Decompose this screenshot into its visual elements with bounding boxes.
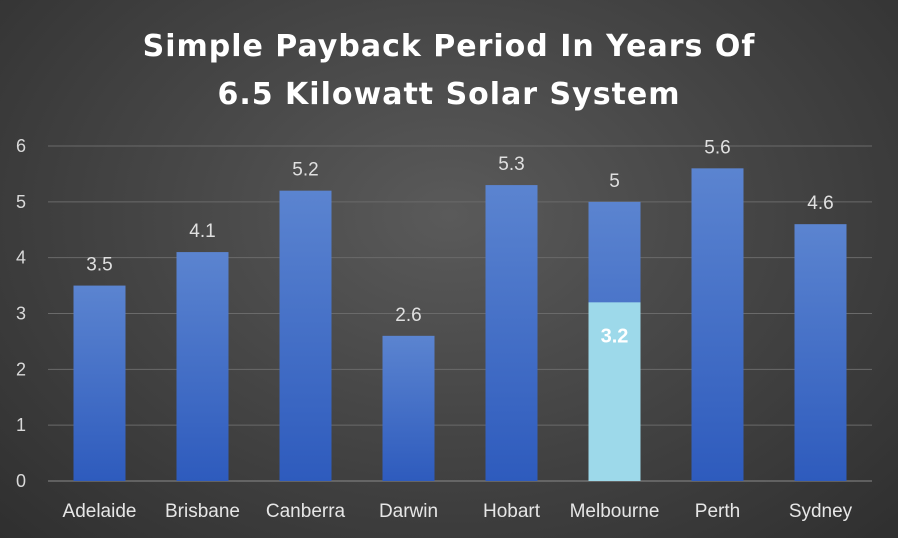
category-label-darwin: Darwin bbox=[379, 501, 438, 522]
y-axis-ticks: 0 1 2 3 4 5 6 bbox=[16, 136, 26, 491]
bars bbox=[73, 168, 847, 482]
highlight-value-label: 3.2 bbox=[601, 325, 629, 347]
category-label-brisbane: Brisbane bbox=[165, 501, 240, 522]
category-label-perth: Perth bbox=[695, 501, 740, 522]
bar-canberra bbox=[279, 190, 332, 481]
y-tick-label: 6 bbox=[16, 136, 26, 156]
category-label-canberra: Canberra bbox=[266, 501, 346, 522]
chart-title-line-2: 6.5 Kilowatt Solar System bbox=[217, 77, 680, 112]
gridlines bbox=[48, 145, 872, 482]
data-label-darwin: 2.6 bbox=[395, 305, 421, 326]
bar-adelaide bbox=[73, 285, 126, 481]
bar-perth bbox=[691, 168, 744, 482]
bar-sydney bbox=[794, 224, 847, 481]
y-tick-label: 4 bbox=[16, 248, 26, 268]
bar-darwin bbox=[382, 335, 435, 481]
category-label-sydney: Sydney bbox=[789, 501, 853, 522]
y-tick-label: 1 bbox=[16, 415, 26, 435]
highlight-bar-melbourne bbox=[588, 302, 641, 481]
x-axis-categories: Adelaide Brisbane Canberra Darwin Hobart Melb… bbox=[63, 501, 853, 522]
category-label-hobart: Hobart bbox=[483, 501, 541, 522]
data-label-melbourne: 5 bbox=[609, 171, 620, 192]
y-tick-label: 5 bbox=[16, 192, 26, 212]
category-label-melbourne: Melbourne bbox=[570, 501, 660, 522]
data-labels: 3.5 4.1 5.2 2.6 5.3 3.2 5 5.6 4.6 bbox=[86, 137, 833, 347]
y-tick-label: 2 bbox=[16, 359, 26, 379]
data-label-adelaide: 3.5 bbox=[86, 255, 112, 276]
y-tick-label: 0 bbox=[16, 471, 26, 491]
chart-title-line-1: Simple Payback Period In Years Of bbox=[143, 29, 756, 64]
bar-hobart bbox=[485, 185, 538, 482]
y-tick-label: 3 bbox=[16, 304, 26, 324]
bar-brisbane bbox=[176, 252, 229, 481]
category-label-adelaide: Adelaide bbox=[63, 501, 137, 522]
data-label-hobart: 5.3 bbox=[498, 154, 524, 175]
data-label-perth: 5.6 bbox=[704, 137, 730, 158]
data-label-canberra: 5.2 bbox=[292, 160, 318, 181]
data-label-sydney: 4.6 bbox=[807, 193, 833, 214]
data-label-brisbane: 4.1 bbox=[189, 221, 215, 242]
